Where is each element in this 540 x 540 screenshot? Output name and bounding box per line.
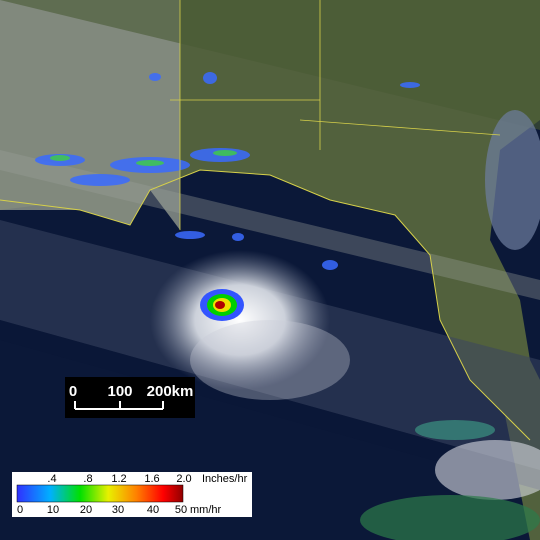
scale-bar: 0 100 200km <box>65 377 195 418</box>
inch-label: .8 <box>83 473 92 485</box>
mm-label: 10 <box>47 504 59 516</box>
inch-label: .4 <box>47 473 56 485</box>
mm-label: 50 <box>175 504 187 516</box>
scale-label: 100 <box>107 383 132 400</box>
scale-bar-box <box>65 377 195 418</box>
mm-unit: mm/hr <box>190 504 222 516</box>
mm-label: 40 <box>147 504 159 516</box>
rain-legend: .4 .8 1.2 1.6 2.0 Inches/hr 0 10 20 30 4… <box>12 472 252 517</box>
inch-label: 1.6 <box>144 473 159 485</box>
mm-label: 20 <box>80 504 92 516</box>
inch-unit: Inches/hr <box>202 473 248 485</box>
scale-label: 200km <box>147 383 194 400</box>
inch-label: 2.0 <box>176 473 191 485</box>
color-bar <box>16 484 184 503</box>
scale-line <box>74 401 164 410</box>
scale-label: 0 <box>69 383 77 400</box>
inch-label: 1.2 <box>111 473 126 485</box>
mm-label: 30 <box>112 504 124 516</box>
mm-label: 0 <box>17 504 23 516</box>
